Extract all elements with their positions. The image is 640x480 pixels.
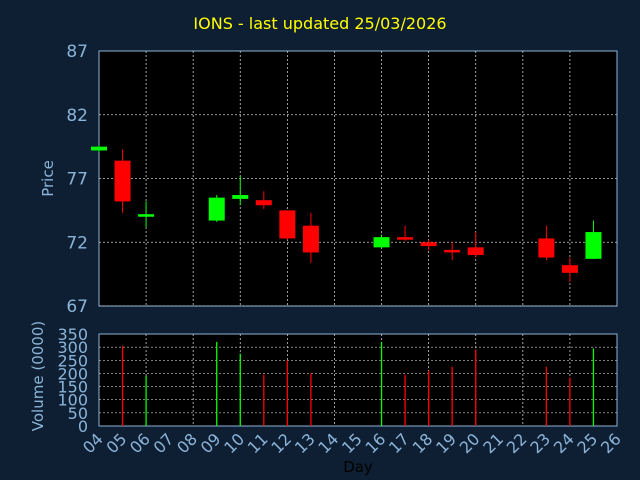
volume-y-tick-label: 300 bbox=[57, 338, 88, 357]
candle-body bbox=[444, 249, 461, 253]
volume-y-tick-label: 100 bbox=[57, 391, 88, 410]
volume-y-tick-label: 0 bbox=[78, 417, 88, 436]
candle-body bbox=[538, 238, 555, 258]
candle-body bbox=[302, 225, 319, 253]
candle-body bbox=[255, 200, 272, 206]
price-y-tick-label: 72 bbox=[66, 233, 88, 253]
candle-body bbox=[561, 265, 578, 273]
candle-body bbox=[397, 237, 414, 240]
price-y-tick-label: 67 bbox=[66, 297, 88, 317]
candle-body bbox=[585, 232, 602, 259]
candle-body bbox=[232, 195, 249, 199]
candle-body bbox=[114, 160, 131, 202]
volume-y-tick-label: 350 bbox=[57, 325, 88, 344]
volume-y-tick-label: 150 bbox=[57, 378, 88, 397]
volume-panel bbox=[98, 333, 618, 427]
candle-body bbox=[91, 146, 107, 151]
volume-y-tick-label: 50 bbox=[68, 404, 88, 423]
price-y-axis-label: Price bbox=[39, 160, 57, 197]
candle-body bbox=[373, 237, 390, 248]
x-axis-label: Day bbox=[343, 458, 373, 476]
volume-y-tick-label: 200 bbox=[57, 364, 88, 383]
price-y-tick-label: 82 bbox=[66, 106, 88, 126]
candle-body bbox=[420, 242, 437, 247]
price-y-tick-label: 77 bbox=[66, 170, 88, 190]
candle-body bbox=[138, 214, 155, 217]
candle-body bbox=[208, 197, 225, 221]
candle-body bbox=[279, 210, 296, 239]
price-y-tick-label: 87 bbox=[66, 42, 88, 62]
x-tick-label: 26 bbox=[597, 429, 625, 457]
candle-body bbox=[467, 247, 484, 255]
volume-y-tick-label: 250 bbox=[57, 351, 88, 370]
volume-y-axis-label: Volume (0000) bbox=[29, 321, 47, 431]
chart-title: IONS - last updated 25/03/2026 bbox=[193, 14, 447, 33]
